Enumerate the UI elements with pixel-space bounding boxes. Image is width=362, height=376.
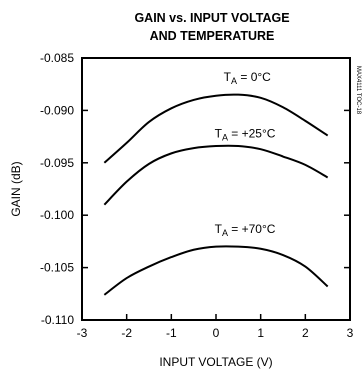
series-line-25c bbox=[103, 144, 329, 206]
series-label: TA = +25°C bbox=[215, 127, 276, 143]
series-line-0c bbox=[103, 93, 329, 164]
x-tick-label: 2 bbox=[302, 326, 309, 340]
y-tick-label: -0.085 bbox=[40, 51, 74, 65]
x-tick-label: -1 bbox=[166, 326, 177, 340]
series-label: TA = +70°C bbox=[215, 222, 276, 238]
figure-code-label: MAX4111 TOC-18 bbox=[355, 66, 361, 115]
y-axis-label: GAIN (dB) bbox=[9, 161, 23, 216]
y-tick-label: -0.100 bbox=[40, 208, 74, 222]
y-tick-label: -0.090 bbox=[40, 103, 74, 117]
chart-title-line-2: AND TEMPERATURE bbox=[150, 29, 275, 43]
series-line-70c bbox=[103, 245, 329, 296]
x-axis-label: INPUT VOLTAGE (V) bbox=[159, 355, 272, 369]
y-tick-label: -0.105 bbox=[40, 261, 74, 275]
y-tick-labels: -0.085 -0.090 -0.095 -0.100 -0.105 -0.110 bbox=[40, 51, 350, 327]
x-tick-label: 1 bbox=[257, 326, 264, 340]
y-tick-label: -0.110 bbox=[41, 313, 74, 327]
x-tick-label: 0 bbox=[213, 326, 220, 340]
series-curves bbox=[103, 93, 329, 296]
chart-title-line-1: GAIN vs. INPUT VOLTAGE bbox=[134, 11, 289, 25]
y-tick-label: -0.095 bbox=[40, 156, 74, 170]
series-label: TA = 0°C bbox=[224, 70, 272, 86]
x-tick-label: 3 bbox=[347, 326, 354, 340]
x-tick-labels: -3 -2 -1 0 1 2 3 bbox=[77, 314, 354, 340]
x-tick-label: -2 bbox=[121, 326, 132, 340]
x-tick-label: -3 bbox=[77, 326, 88, 340]
series-labels: TA = 0°C TA = +25°C TA = +70°C bbox=[215, 70, 276, 238]
